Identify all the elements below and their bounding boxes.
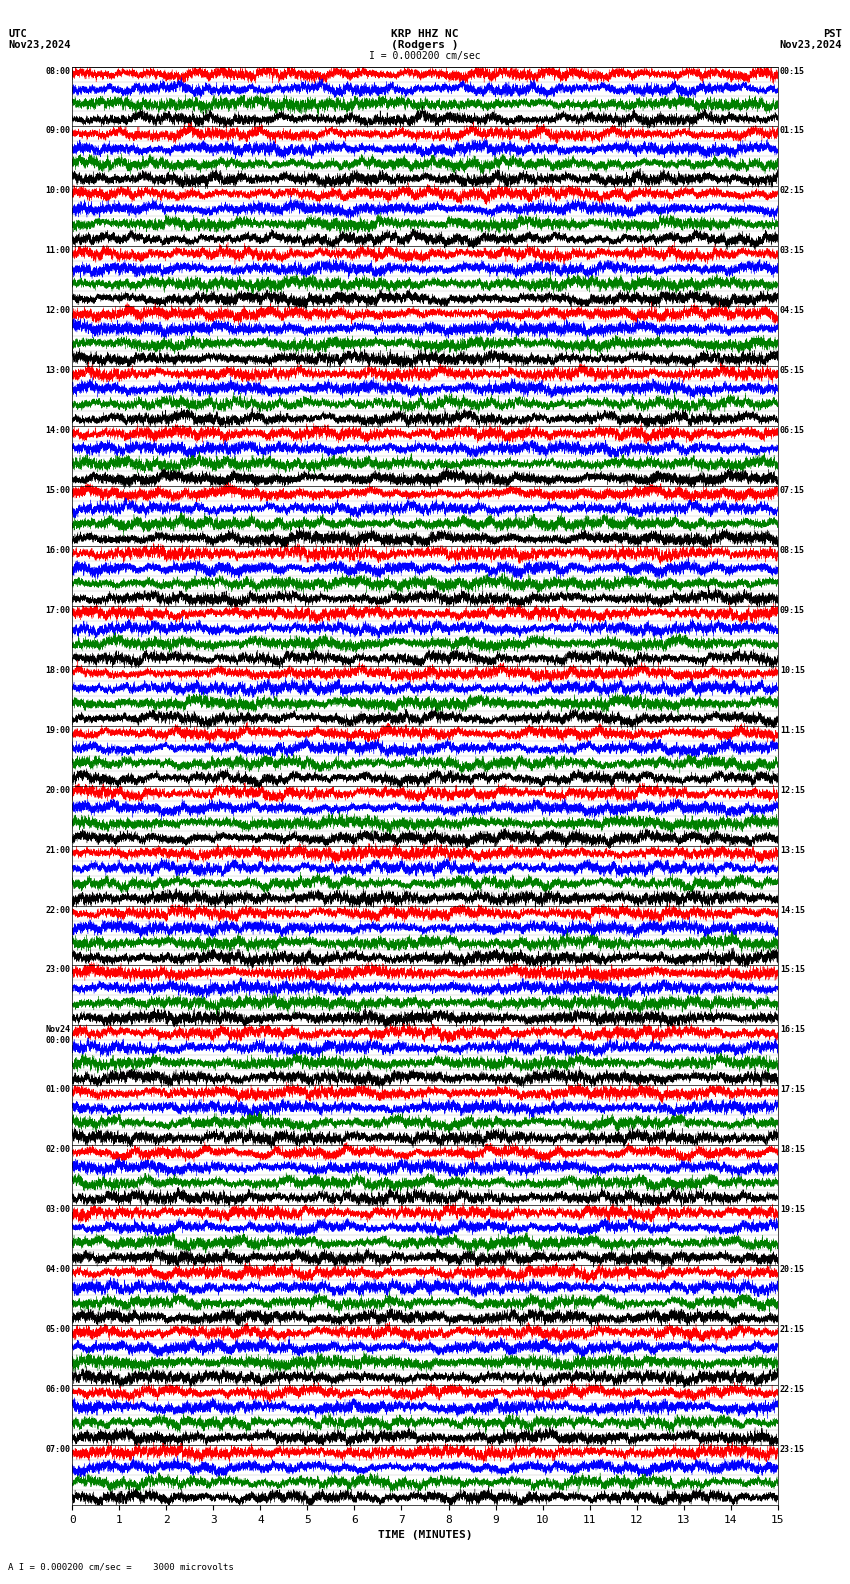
Text: 18:15: 18:15 <box>779 1145 805 1155</box>
Text: 05:15: 05:15 <box>779 366 805 375</box>
Text: Nov24
00:00: Nov24 00:00 <box>45 1025 71 1045</box>
Text: (Rodgers ): (Rodgers ) <box>391 40 459 51</box>
Text: 18:00: 18:00 <box>45 665 71 675</box>
Text: 16:15: 16:15 <box>779 1025 805 1034</box>
Text: Nov23,2024: Nov23,2024 <box>8 40 71 51</box>
Text: 23:00: 23:00 <box>45 965 71 974</box>
Text: 02:15: 02:15 <box>779 187 805 195</box>
Text: 10:00: 10:00 <box>45 187 71 195</box>
Text: 19:00: 19:00 <box>45 725 71 735</box>
Text: 21:00: 21:00 <box>45 846 71 855</box>
Text: 10:15: 10:15 <box>779 665 805 675</box>
Text: 20:15: 20:15 <box>779 1266 805 1274</box>
Text: 02:00: 02:00 <box>45 1145 71 1155</box>
Text: 19:15: 19:15 <box>779 1205 805 1215</box>
Text: 06:00: 06:00 <box>45 1384 71 1394</box>
Text: 15:00: 15:00 <box>45 486 71 496</box>
Text: 23:15: 23:15 <box>779 1445 805 1454</box>
Text: Nov23,2024: Nov23,2024 <box>779 40 842 51</box>
Text: 03:00: 03:00 <box>45 1205 71 1215</box>
Text: 01:00: 01:00 <box>45 1085 71 1095</box>
Text: 14:00: 14:00 <box>45 426 71 436</box>
Text: I = 0.000200 cm/sec: I = 0.000200 cm/sec <box>369 51 481 62</box>
Text: 16:00: 16:00 <box>45 546 71 554</box>
Text: 13:15: 13:15 <box>779 846 805 855</box>
Text: 17:00: 17:00 <box>45 605 71 615</box>
Text: 01:15: 01:15 <box>779 127 805 136</box>
Text: 08:00: 08:00 <box>45 67 71 76</box>
Text: KRP HHZ NC: KRP HHZ NC <box>391 29 459 40</box>
Text: 09:00: 09:00 <box>45 127 71 136</box>
Text: 00:15: 00:15 <box>779 67 805 76</box>
Text: 08:15: 08:15 <box>779 546 805 554</box>
Text: 17:15: 17:15 <box>779 1085 805 1095</box>
Text: 06:15: 06:15 <box>779 426 805 436</box>
Text: 12:00: 12:00 <box>45 306 71 315</box>
Text: 11:00: 11:00 <box>45 246 71 255</box>
Text: 21:15: 21:15 <box>779 1324 805 1334</box>
Text: 11:15: 11:15 <box>779 725 805 735</box>
Text: 14:15: 14:15 <box>779 906 805 914</box>
Text: PST: PST <box>823 29 842 40</box>
Text: A I = 0.000200 cm/sec =    3000 microvolts: A I = 0.000200 cm/sec = 3000 microvolts <box>8 1562 235 1571</box>
Text: 04:15: 04:15 <box>779 306 805 315</box>
Text: 13:00: 13:00 <box>45 366 71 375</box>
Text: 09:15: 09:15 <box>779 605 805 615</box>
Text: 07:15: 07:15 <box>779 486 805 496</box>
Text: 05:00: 05:00 <box>45 1324 71 1334</box>
Text: 04:00: 04:00 <box>45 1266 71 1274</box>
Text: UTC: UTC <box>8 29 27 40</box>
Text: 07:00: 07:00 <box>45 1445 71 1454</box>
Text: 22:00: 22:00 <box>45 906 71 914</box>
Text: 03:15: 03:15 <box>779 246 805 255</box>
Text: 15:15: 15:15 <box>779 965 805 974</box>
X-axis label: TIME (MINUTES): TIME (MINUTES) <box>377 1530 473 1540</box>
Text: 12:15: 12:15 <box>779 786 805 795</box>
Text: 22:15: 22:15 <box>779 1384 805 1394</box>
Text: 20:00: 20:00 <box>45 786 71 795</box>
